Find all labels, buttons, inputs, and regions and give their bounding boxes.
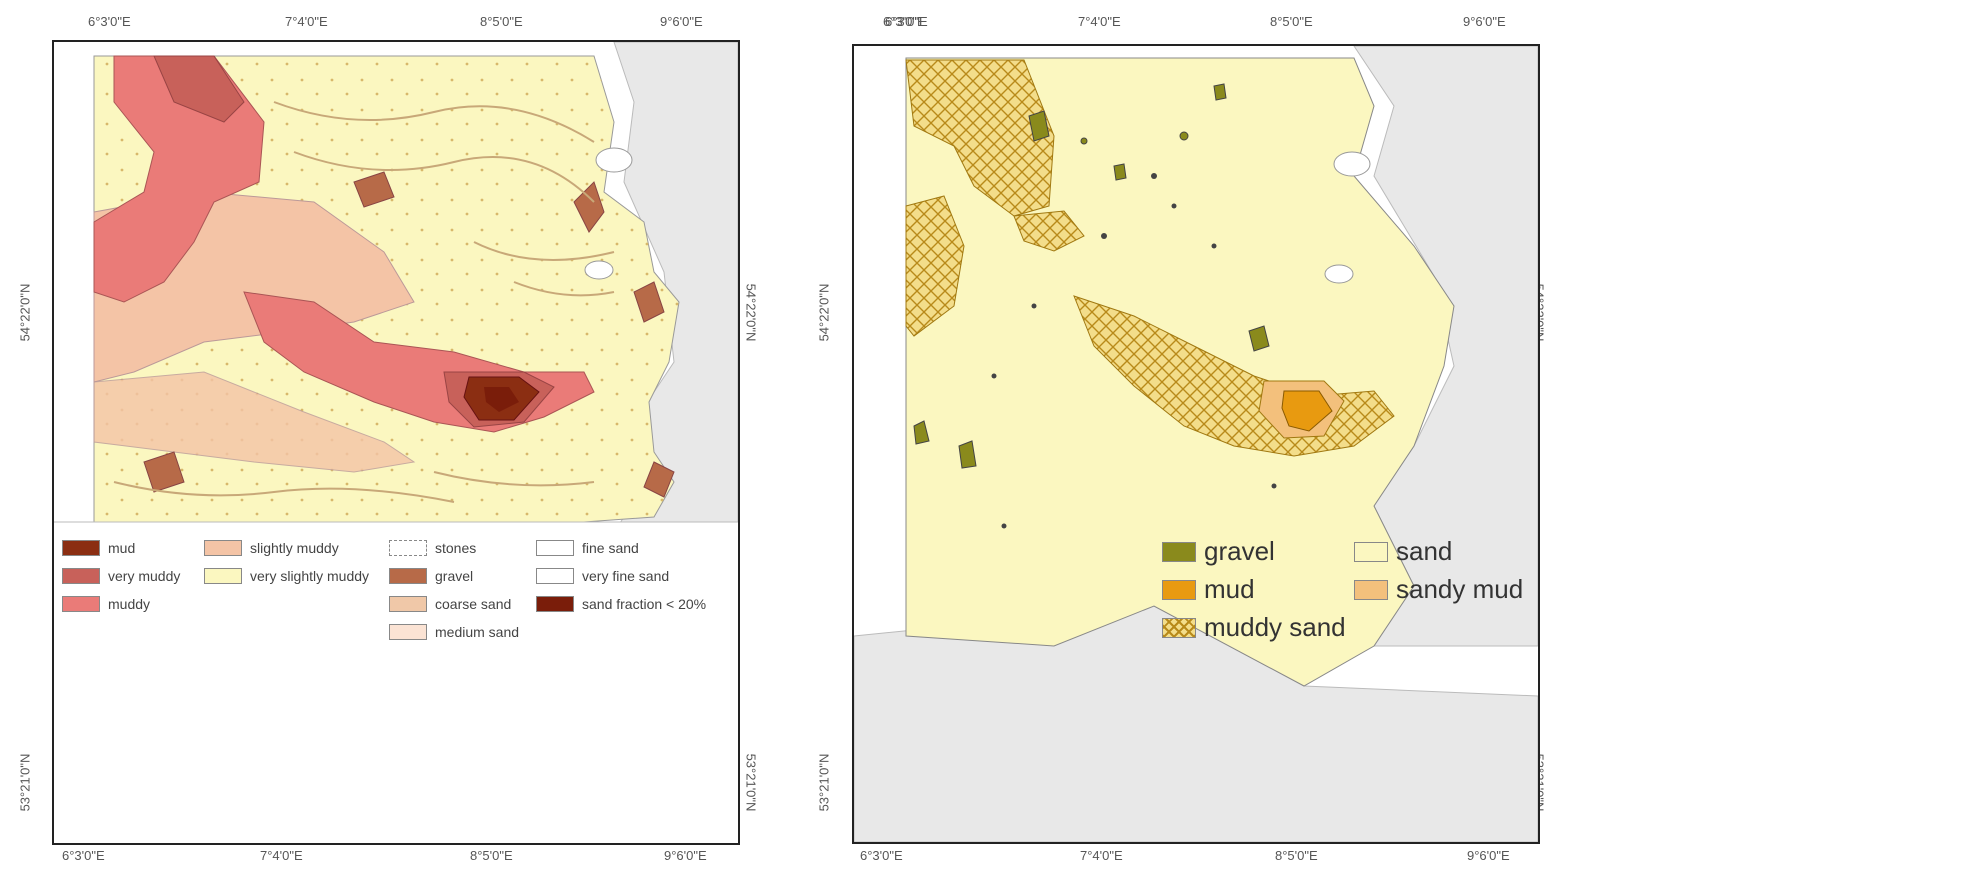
left-map-canvas <box>54 42 738 843</box>
top-tick-label: 8°5'0"E <box>480 14 523 29</box>
bottom-tick-label: 9°6'0"E <box>664 848 707 863</box>
left-tick-label: 54°22'0"N <box>816 283 832 342</box>
right-tick-label: 53°21'0"N <box>743 753 759 812</box>
top-tick-label: 9°6'0"E <box>660 14 703 29</box>
bottom-tick-label: 9°6'0"E <box>1467 848 1510 863</box>
legend-swatch <box>1162 579 1196 600</box>
legend-label: very fine sand <box>582 568 670 584</box>
top-tick-label: 6°3'0"E <box>885 14 928 29</box>
legend-swatch <box>1162 541 1196 562</box>
left-map-frame: mud very muddy muddy slightly muddy very… <box>52 40 740 845</box>
top-tick-label: 9°6'0"E <box>1463 14 1506 29</box>
legend-swatch <box>389 596 427 612</box>
legend-swatch <box>389 624 427 640</box>
left-tick-label: 53°21'0"N <box>816 753 832 812</box>
legend-label: coarse sand <box>435 596 512 612</box>
legend-label: very slightly muddy <box>250 568 370 584</box>
legend-swatch <box>62 540 100 556</box>
right-map-canvas <box>854 46 1538 842</box>
legend-item: sand fraction < 20% <box>536 596 706 612</box>
bottom-tick-label: 8°5'0"E <box>470 848 513 863</box>
legend-swatch <box>1162 617 1196 638</box>
top-tick-label: 7°4'0"E <box>285 14 328 29</box>
legend-item: gravel <box>389 568 473 584</box>
legend-item: very fine sand <box>536 568 669 584</box>
legend-item: gravel <box>1162 536 1275 567</box>
left-tick-label: 53°21'0"N <box>17 753 33 812</box>
right-map-panel: 6°3'0"E <box>885 0 1963 872</box>
legend-swatch <box>389 568 427 584</box>
legend-item: stones <box>389 540 476 556</box>
bottom-tick-label: 6°3'0"E <box>62 848 105 863</box>
legend-item: muddy sand <box>1162 612 1346 643</box>
legend-swatch <box>204 568 242 584</box>
legend-label: gravel <box>435 568 474 584</box>
legend-item: medium sand <box>389 624 519 640</box>
legend-item: coarse sand <box>389 596 511 612</box>
left-map-panel: 6°3'0"E 7°4'0"E 8°5'0"E 9°6'0"E 6°3'0"E … <box>0 0 980 872</box>
legend-swatch <box>62 568 100 584</box>
legend-swatch <box>389 540 427 556</box>
legend-label: very muddy <box>108 568 181 584</box>
top-tick-label: 6°3'0"E <box>88 14 131 29</box>
top-tick-label: 8°5'0"E <box>1270 14 1313 29</box>
legend-label: medium sand <box>435 624 520 640</box>
legend-item: mud <box>62 540 135 556</box>
legend-swatch <box>536 540 574 556</box>
bottom-tick-label: 7°4'0"E <box>1080 848 1123 863</box>
bottom-tick-label: 7°4'0"E <box>260 848 303 863</box>
top-tick-label: 7°4'0"E <box>1078 14 1121 29</box>
legend-label: stones <box>435 540 477 556</box>
legend-label: muddy <box>108 596 151 612</box>
legend-label: sand fraction < 20% <box>582 596 707 612</box>
bottom-tick-label: 8°5'0"E <box>1275 848 1318 863</box>
legend-swatch <box>536 596 574 612</box>
legend-label: mud <box>108 540 136 556</box>
legend-item: very slightly muddy <box>204 568 369 584</box>
legend-item: muddy <box>62 596 150 612</box>
legend-label: muddy sand <box>1204 612 1346 642</box>
top-tick-label: 6°3'0"E <box>883 14 926 29</box>
legend-item: slightly muddy <box>204 540 339 556</box>
legend-label: sandy mud <box>1396 574 1524 604</box>
legend-swatch <box>536 568 574 584</box>
left-tick-label: 54°22'0"N <box>17 283 33 342</box>
legend-swatch <box>1354 541 1388 562</box>
legend-item: sand <box>1354 536 1452 567</box>
legend-item: mud <box>1162 574 1255 605</box>
legend-swatch <box>204 540 242 556</box>
legend-swatch <box>1354 579 1388 600</box>
legend-label: fine sand <box>582 540 639 556</box>
legend-item: sandy mud <box>1354 574 1523 605</box>
legend-label: mud <box>1204 574 1255 604</box>
right-map-frame: gravel sand mud sandy mud muddy sand <box>852 44 1540 844</box>
legend-swatch <box>62 596 100 612</box>
legend-label: gravel <box>1204 536 1275 566</box>
right-tick-label: 54°22'0"N <box>743 283 759 342</box>
legend-item: very muddy <box>62 568 180 584</box>
legend-label: sand <box>1396 536 1453 566</box>
bottom-tick-label: 6°3'0"E <box>860 848 903 863</box>
legend-label: slightly muddy <box>250 540 339 556</box>
legend-item: fine sand <box>536 540 639 556</box>
